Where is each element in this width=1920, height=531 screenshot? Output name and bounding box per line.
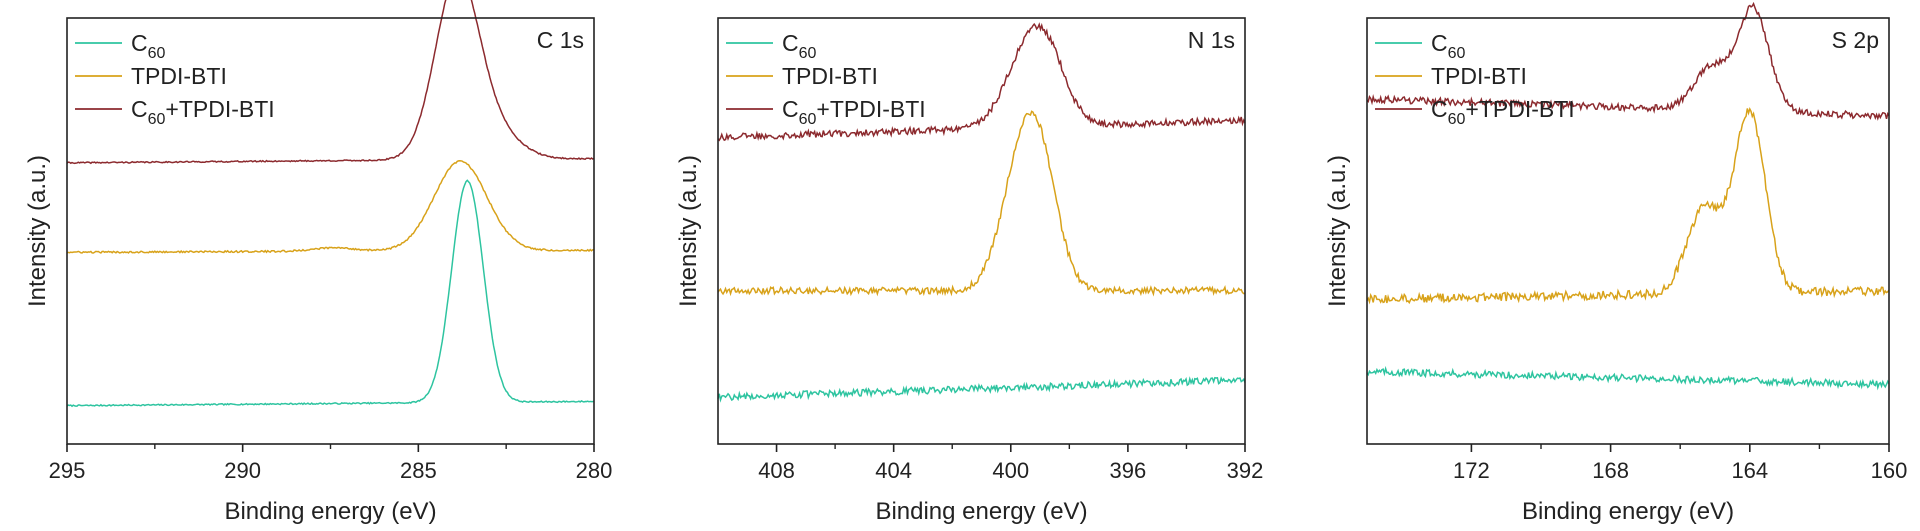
- x-tick-label: 168: [1592, 458, 1629, 483]
- series-line-c60: [717, 376, 1246, 403]
- legend-label-tpdi: TPDI-BTI: [131, 63, 227, 89]
- plot-frame: [717, 17, 1246, 445]
- panel-label: N 1s: [1188, 27, 1235, 53]
- x-axis-title: Binding energy (eV): [875, 498, 1087, 525]
- panel-label: C 1s: [537, 27, 584, 53]
- x-tick-label: 172: [1453, 458, 1490, 483]
- legend-label-c60: C60: [1431, 30, 1466, 62]
- x-tick-label: 408: [758, 458, 795, 483]
- x-tick-label: 164: [1731, 458, 1768, 483]
- chart-panel-2: 408 404 400 396 392 Binding energy (eV) Intens…: [675, 17, 1264, 525]
- x-tick-label: 160: [1871, 458, 1908, 483]
- series-line-mix: [1366, 1, 1890, 121]
- legend-label-tpdi: TPDI-BTI: [782, 63, 878, 89]
- x-tick-label: 280: [576, 458, 613, 483]
- chart-panel-1: 295 290 285 280 Binding energy (eV) Intensity…: [24, 0, 612, 525]
- x-tick-label: 285: [400, 458, 437, 483]
- legend-label-mix: C60+TPDI-BTI: [782, 96, 926, 128]
- legend-label-c60: C60: [782, 30, 817, 62]
- series-line-mix: [717, 22, 1246, 142]
- x-axis-title: Binding energy (eV): [224, 498, 436, 525]
- x-axis-title: Binding energy (eV): [1522, 498, 1734, 525]
- legend-label-mix: C60+TPDI-BTI: [1431, 96, 1575, 128]
- series-line-c60: [66, 179, 595, 408]
- series-line-tpdi: [66, 160, 595, 254]
- chart-panel-3: 172 168 164 160 Binding energy (eV) Intensity…: [1324, 1, 1908, 525]
- legend-label-mix: C60+TPDI-BTI: [131, 96, 275, 128]
- x-tick-label: 404: [875, 458, 912, 483]
- series-line-mix: [66, 0, 595, 165]
- x-tick-label: 295: [49, 458, 86, 483]
- legend-label-c60: C60: [131, 30, 166, 62]
- legend-label-tpdi: TPDI-BTI: [1431, 63, 1527, 89]
- series-line-c60: [1366, 365, 1890, 391]
- y-axis-title: Intensity (a.u.): [24, 155, 51, 307]
- series-line-tpdi: [717, 110, 1246, 297]
- plot-frame: [1366, 17, 1890, 445]
- x-tick-label: 290: [224, 458, 261, 483]
- x-tick-label: 400: [992, 458, 1029, 483]
- x-tick-label: 392: [1227, 458, 1264, 483]
- series-line-tpdi: [1366, 106, 1890, 305]
- y-axis-title: Intensity (a.u.): [1324, 155, 1351, 307]
- y-axis-title: Intensity (a.u.): [675, 155, 702, 307]
- x-tick-label: 396: [1110, 458, 1147, 483]
- panel-label: S 2p: [1832, 27, 1879, 53]
